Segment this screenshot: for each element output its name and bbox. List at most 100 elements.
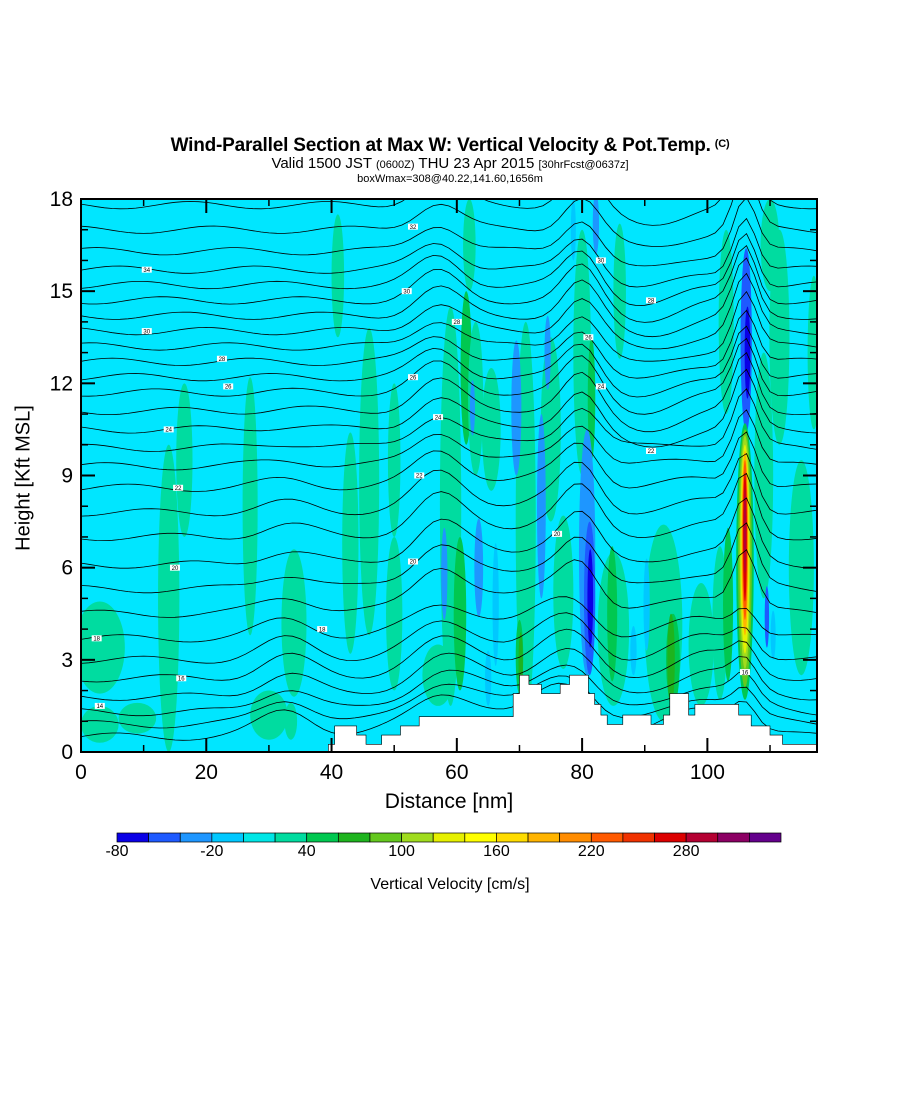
colorbar-swatch [401,832,434,843]
colorbar-swatch [211,832,244,843]
y-tick-label: 0 [61,741,73,764]
isentrope-label-bg [646,297,657,304]
isentrope-label-bg [595,383,606,390]
field-region [607,546,618,682]
colorbar-swatch [464,832,497,843]
colorbar-swatch [685,832,719,843]
isentrope-label-bg [401,288,412,295]
isentrope-line [81,682,817,741]
isentrope-line [81,325,817,398]
field-region [511,340,522,476]
isentrope-line [81,522,817,594]
colorbar-swatch [622,832,655,843]
y-tick-label: 3 [61,649,73,672]
isentrope-line [81,472,817,542]
y-tick-label: 15 [50,280,73,303]
field-region [441,527,448,620]
colorbar-swatch [274,832,308,843]
isentrope-label-bg [414,472,425,479]
field-region [537,414,546,599]
field-region [284,702,298,740]
x-tick-label: 20 [195,761,218,784]
field-region [587,549,594,648]
field-region [242,377,258,636]
isentrope-label-bg [583,334,594,341]
field-region [688,583,714,706]
isentrope-label: 26 [410,375,417,381]
colorbar-tick-label: 220 [577,843,605,860]
field-region [553,515,574,670]
isentrope-label: 24 [435,415,442,421]
field-region [613,223,626,359]
field-region [386,536,403,691]
isentrope-label: 34 [143,268,150,274]
y-axis-label: Height [Kft MSL] [12,405,35,551]
isentrope-label: 22 [648,449,655,455]
isentrope-label-bg [407,223,418,230]
field-region [118,702,157,734]
isentrope-line [81,431,817,492]
isentrope-line [81,453,817,517]
field-region [474,518,484,617]
colorbar-label: Vertical Velocity [cm/s] [370,876,530,893]
isentrope-label-bg [552,530,563,537]
updraft-core [743,487,747,574]
chart-subtitle-box: boxWmax=308@40.22,141.60,1656m [357,173,543,185]
x-tick-label: 80 [570,761,593,784]
y-tick-label: 6 [61,557,73,580]
colorbar-tick-label: 160 [483,843,510,860]
colorbar-swatch [432,832,466,843]
field-region [764,586,770,648]
isentrope-line [81,352,817,433]
terrain [81,674,818,753]
isentrope-label: 18 [319,627,326,633]
colorbar-swatch [590,832,624,843]
colorbar-swatch [527,832,561,843]
potential-temperature-contours: 14 18 16 20 22 24 26 28 30 34 18 20 22 24 26 28 30 32 20 24… [81,199,817,741]
field-region [723,527,734,682]
colorbar-tick-label: 100 [388,843,415,860]
isentrope-line [81,664,817,717]
field-region [573,229,591,476]
x-tick-label: 60 [445,761,468,784]
isentrope-label-bg [739,669,750,676]
isentrope-label-bg [91,635,102,642]
field-region [718,229,734,415]
y-tick-label: 12 [50,372,73,395]
isentrope-label: 24 [598,385,605,391]
field-region [387,383,401,537]
x-axis-label: Distance [nm] [384,790,514,813]
field-region [176,383,193,537]
isentrope-label-bg [141,266,152,273]
field-region [770,610,776,660]
isentrope-label: 26 [225,385,232,391]
chart-subtitle: Valid 1500 JST (0600Z) THU 23 Apr 2015 [… [271,155,629,172]
colorbar-swatch [717,832,750,843]
colorbar-tick-label: 40 [297,843,316,860]
field-region [492,543,499,666]
isentrope-label: 18 [93,637,100,643]
isentrope-label: 28 [648,299,655,305]
isentrope-label: 20 [172,566,179,572]
field-region [81,601,125,694]
isentrope-label-bg [451,318,462,325]
colorbar-tick-label: 280 [672,843,700,860]
field-region [463,199,476,292]
colorbar-swatch [179,832,213,843]
colorbar-tick-label: -80 [105,843,129,860]
isentrope-label: 14 [96,704,103,710]
field-region [481,367,501,491]
field-region [630,626,637,676]
chart-title-block: Wind-Parallel Section at Max W: Vertical… [0,134,900,186]
isentrope-label: 24 [165,428,172,434]
field-region [485,650,492,706]
colorbar-swatch [243,832,276,843]
field-region [540,337,561,522]
field-region [754,352,774,599]
isentrope-label-bg [94,702,105,709]
isentrope-label: 16 [742,670,749,676]
y-tick-label: 18 [50,188,73,211]
isentrope-line [81,596,817,643]
isentrope-label: 30 [143,329,150,335]
field-region [544,315,551,390]
